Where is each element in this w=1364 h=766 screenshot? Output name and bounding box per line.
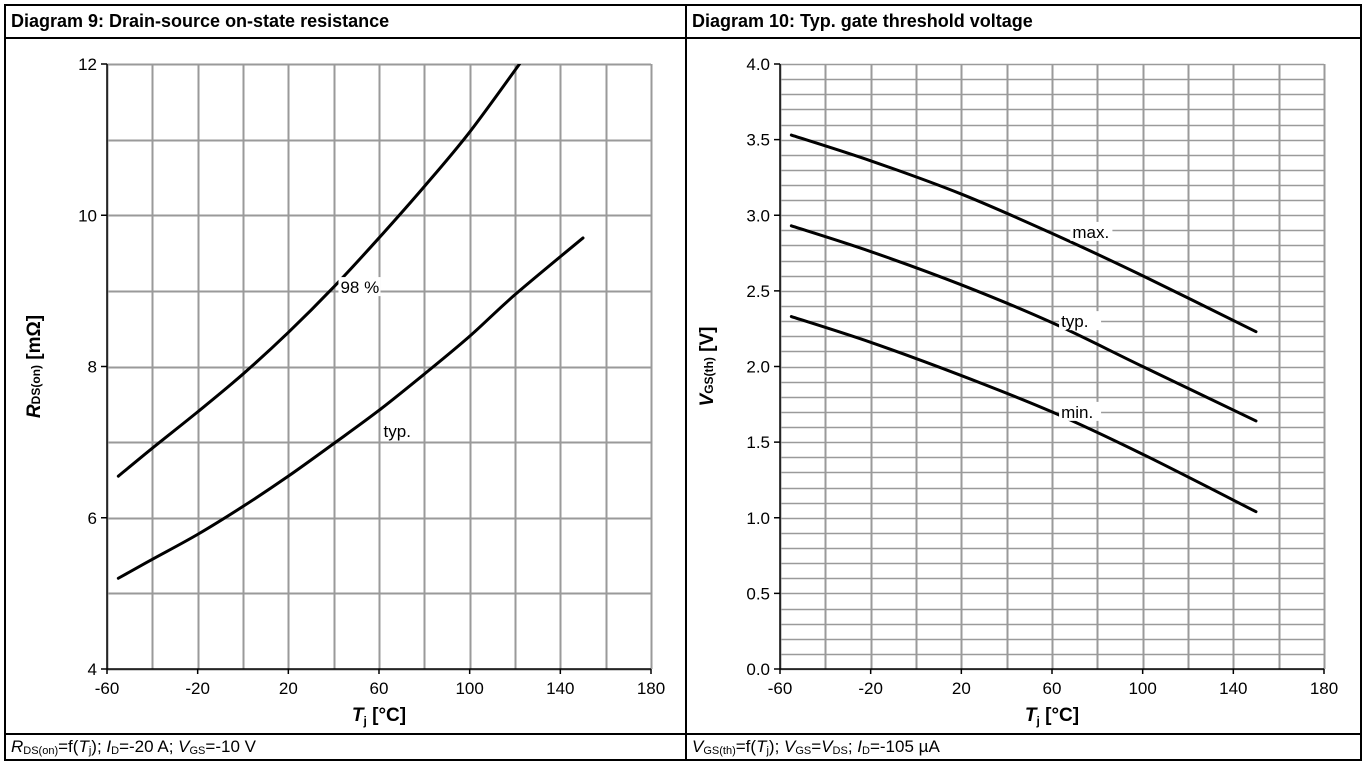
y-tick-label: 0.5: [746, 584, 770, 603]
y-tick-label: 3.0: [746, 206, 770, 225]
y-tick-label: 1.5: [746, 433, 770, 452]
y-tick-label: 4.0: [746, 55, 770, 74]
x-tick-label: 20: [279, 679, 298, 698]
curve-label-text: 98 %: [340, 278, 379, 297]
x-tick-label: -60: [95, 679, 120, 698]
x-tick-label: 140: [546, 679, 574, 698]
y-axis-label: RDS(on) [mΩ]: [24, 315, 45, 418]
x-axis-label: Tj [°C]: [1025, 705, 1079, 728]
x-tick-label: -20: [858, 679, 883, 698]
axes: -60 -20 20 60 100 140 180 0.0 0.5 1.0 1.5 2.0 2.5 3.0…: [746, 55, 1338, 698]
y-tick-label: 1.0: [746, 509, 770, 528]
y-tick-label: 0.0: [746, 660, 770, 679]
x-tick-label: 100: [455, 679, 483, 698]
x-tick-label: -60: [768, 679, 793, 698]
curve-label: max.: [1070, 221, 1113, 242]
x-tick-label: -20: [185, 679, 210, 698]
curve-label-text: typ.: [384, 422, 411, 441]
series-line-typ: [789, 224, 1258, 423]
grid: [779, 63, 1326, 671]
x-tick-label: 60: [1043, 679, 1062, 698]
x-tick-label: 180: [637, 679, 665, 698]
curve-label: min.: [1059, 401, 1102, 422]
diagram-9-title: Diagram 9: Drain-source on-state resista…: [6, 6, 685, 39]
curve-label-text: min.: [1061, 403, 1093, 422]
x-axis-label: Tj [°C]: [352, 705, 406, 728]
diagram-9-caption: RDS(on)=f(Tj); ID=-20 A; VGS=-10 V: [6, 733, 685, 759]
y-tick-label: 4: [88, 660, 97, 679]
x-tick-label: 20: [952, 679, 971, 698]
series-line-typ: [116, 236, 585, 580]
y-tick-label: 3.5: [746, 131, 770, 150]
y-tick-label: 10: [78, 206, 97, 225]
x-tick-label: 60: [370, 679, 389, 698]
y-tick-label: 2.0: [746, 358, 770, 377]
series-line-98: [116, 64, 522, 478]
series-group: [789, 133, 1258, 514]
y-tick-label: 6: [88, 509, 97, 528]
diagram-10-title: Diagram 10: Typ. gate threshold voltage: [687, 6, 1360, 39]
curve-label: typ.: [1059, 311, 1102, 331]
diagram-9-chart: -60 -20 20 60 100 140 180 4 6 8 10 12 Tj [°C] RDS(on)…: [24, 55, 665, 728]
series-line-min: [789, 315, 1258, 514]
y-axis-label: VGS(th) [V]: [697, 327, 718, 407]
x-tick-label: 180: [1310, 679, 1338, 698]
y-tick-label: 2.5: [746, 282, 770, 301]
curve-label: typ.: [381, 420, 424, 441]
curve-label: 98 %: [338, 277, 381, 297]
x-tick-label: 100: [1128, 679, 1156, 698]
y-tick-label: 12: [78, 55, 97, 74]
grid: [106, 63, 653, 671]
x-tick-label: 140: [1219, 679, 1247, 698]
axes: -60 -20 20 60 100 140 180 4 6 8 10 12: [78, 55, 665, 698]
series-group: [116, 64, 585, 580]
diagram-10-caption: VGS(th)=f(Tj); VGS=VDS; ID=-105 µA: [687, 733, 1360, 759]
curve-label-text: max.: [1072, 223, 1109, 242]
series-line-max: [789, 133, 1258, 334]
diagram-9-panel: Diagram 9: Drain-source on-state resista…: [4, 4, 687, 761]
y-tick-label: 8: [88, 358, 97, 377]
curve-label-text: typ.: [1061, 312, 1088, 331]
diagram-10-panel: Diagram 10: Typ. gate threshold voltage …: [685, 4, 1362, 761]
diagram-10-chart: -60 -20 20 60 100 140 180 0.0 0.5 1.0 1.5 2.0 2.5 3.0…: [697, 55, 1338, 728]
